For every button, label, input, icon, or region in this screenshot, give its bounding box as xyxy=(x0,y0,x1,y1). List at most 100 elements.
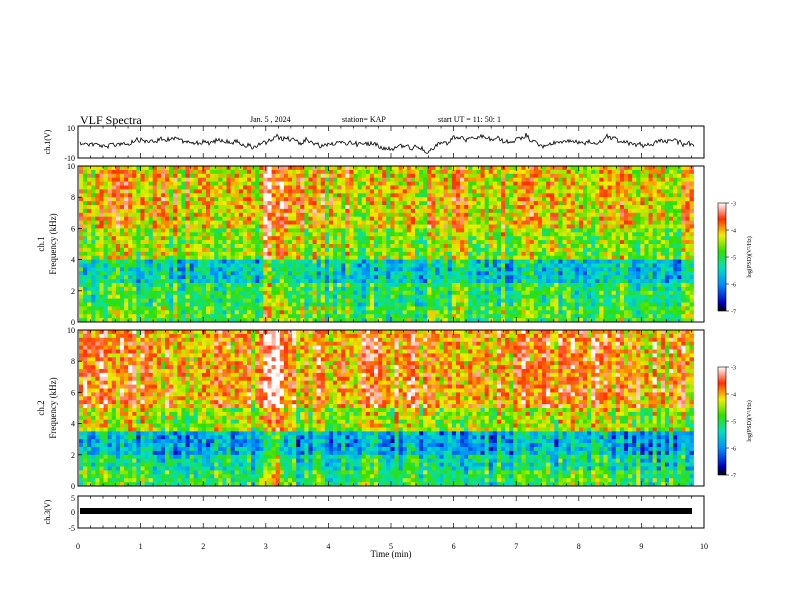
spectrogram-cell xyxy=(582,181,588,186)
spectrogram-cell xyxy=(509,251,514,256)
spectrogram-cell xyxy=(509,185,514,190)
spectrogram-cell xyxy=(136,302,141,307)
spectrogram-cell xyxy=(275,247,281,253)
spectrogram-cell xyxy=(525,177,531,182)
spectrogram-cell xyxy=(246,255,252,260)
spectrogram-cell xyxy=(140,169,145,175)
spectrogram-cell xyxy=(574,220,580,225)
spectrogram-cell xyxy=(390,279,395,284)
ch1-ytick-bottom: -10 xyxy=(64,154,75,163)
spectrogram-cell xyxy=(468,294,473,299)
spectrogram-cell xyxy=(99,302,104,307)
spectrogram-cell xyxy=(156,240,162,245)
spectrogram-cell xyxy=(423,255,428,260)
spectrogram-cell xyxy=(525,166,531,171)
spectrogram-cell xyxy=(529,267,535,272)
spectrogram-cell xyxy=(312,251,317,256)
spectrogram-cell xyxy=(476,177,481,182)
spectrogram-cell xyxy=(193,236,199,241)
spectrogram-cell xyxy=(156,259,162,264)
spectrogram-cell xyxy=(328,169,334,175)
spectrogram-cell xyxy=(201,177,207,182)
spectrogram-cell xyxy=(484,236,490,241)
spectrogram-cell xyxy=(308,271,313,276)
spectrogram-cell xyxy=(328,306,334,311)
spectrogram-cell xyxy=(136,310,141,315)
spectrogram-cell xyxy=(505,220,510,225)
spectrogram-cell xyxy=(91,197,96,202)
spectrogram-cell xyxy=(152,189,158,194)
spectrogram-cell xyxy=(501,283,506,288)
spectrogram-cell xyxy=(521,251,526,256)
spectrogram-cell xyxy=(402,181,408,186)
spectrogram-cell xyxy=(144,294,149,299)
spectrogram-cell xyxy=(173,306,178,311)
spectrogram-cell xyxy=(369,271,375,276)
spectrogram-cell xyxy=(439,283,444,288)
spectrogram-cell xyxy=(210,197,215,202)
spectrogram-cell xyxy=(255,236,260,241)
spectrogram-cell xyxy=(390,275,395,280)
spectrogram-cell xyxy=(361,240,367,245)
spectrogram-cell xyxy=(365,294,371,299)
spectrogram-cell xyxy=(95,286,100,292)
spectrogram-cell xyxy=(263,201,268,206)
spectrogram-cell xyxy=(570,306,576,311)
spectrogram-cell xyxy=(140,286,145,292)
ch1-ytick-top: 10 xyxy=(67,124,75,133)
spectrogram-cell xyxy=(550,271,555,276)
spectrogram-cell xyxy=(324,177,330,182)
spectrogram-cell xyxy=(558,208,563,214)
spectrogram-cell xyxy=(398,247,403,253)
spectrogram-cell xyxy=(181,283,186,288)
spectrogram-cell xyxy=(328,255,334,260)
spectrogram-cell xyxy=(119,318,125,323)
spectrogram-cell xyxy=(259,247,264,253)
spectrogram-cell xyxy=(582,212,588,217)
spectrogram-cell xyxy=(197,283,203,288)
spectrogram-cell xyxy=(558,185,563,190)
spectrogram-cell xyxy=(230,228,235,233)
spectrogram-cell xyxy=(574,240,580,245)
spectrogram-cell xyxy=(234,283,240,288)
spectrogram-cell xyxy=(83,173,88,178)
spectrogram-cell xyxy=(574,236,580,241)
spectrogram-cell xyxy=(460,193,465,198)
spectrogram-cell xyxy=(386,220,391,225)
spectrogram-cell xyxy=(488,212,494,217)
spectrogram-cell xyxy=(316,216,322,221)
spectrogram-cell xyxy=(496,228,502,233)
spectrogram-cell xyxy=(578,220,584,225)
spectrogram-cell xyxy=(447,267,453,272)
spectrogram-cell xyxy=(337,166,342,171)
spectrogram-cell xyxy=(431,244,436,249)
spectrogram-cell xyxy=(156,185,162,190)
spectrogram-cell xyxy=(156,306,162,311)
spectrogram-cell xyxy=(251,251,256,256)
spectrogram-cell xyxy=(234,298,240,303)
spectrogram-cell xyxy=(492,208,498,214)
spectrogram-cell xyxy=(312,267,317,272)
spectrogram-cell xyxy=(206,267,211,272)
spectrogram-cell xyxy=(386,314,391,319)
spectrogram-cell xyxy=(328,279,334,284)
spectrogram-cell xyxy=(378,290,383,295)
spectrogram-cell xyxy=(279,255,285,260)
spectrogram-cell xyxy=(460,298,465,303)
spectrogram-cell xyxy=(103,290,108,295)
spectrogram-cell xyxy=(279,208,285,214)
spectrogram-cell xyxy=(144,271,149,276)
spectrogram-cell xyxy=(246,169,252,175)
spectrogram-cell xyxy=(87,290,92,295)
spectrogram-cell xyxy=(296,236,301,241)
spectrogram-cell xyxy=(464,294,469,299)
spectrogram-cell xyxy=(197,181,203,186)
spectrogram-cell xyxy=(410,173,416,178)
spectrogram-cell xyxy=(341,201,346,206)
spectrogram-cell xyxy=(554,201,559,206)
spectrogram-cell xyxy=(201,216,207,221)
spectrogram-cell xyxy=(296,290,301,295)
spectrogram-cell xyxy=(197,251,203,256)
spectrogram-cell xyxy=(587,236,592,241)
spectrogram-cell xyxy=(361,310,367,315)
